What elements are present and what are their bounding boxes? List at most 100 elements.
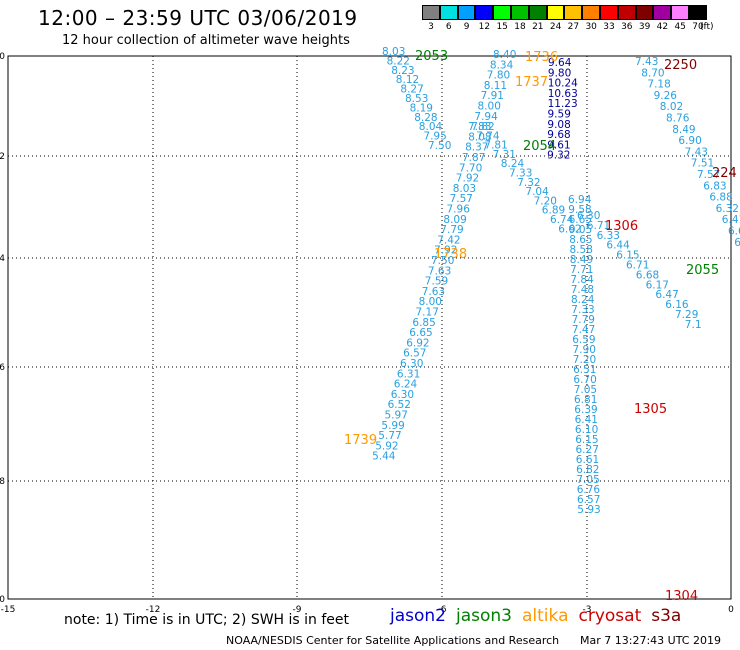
wave-height-value: 7.63 (422, 286, 445, 298)
wave-height-value: 6.74 (550, 214, 574, 226)
wave-height-value: 8.03 (453, 183, 476, 195)
wave-height-value: 8.24 (571, 294, 595, 306)
pass-number-label: 224 (712, 166, 737, 181)
wave-height-value: 6.16 (665, 299, 689, 311)
wave-height-value: 7.32 (517, 177, 540, 189)
wave-height-value: 7.81 (484, 140, 507, 152)
pass-number-label: 1304 (665, 589, 698, 604)
wave-height-value: 7.43 (685, 146, 708, 158)
wave-height-value: 7.33 (509, 168, 532, 180)
wave-height-value: 6.30 (391, 389, 414, 401)
legend-swatch (511, 5, 529, 20)
wave-height-value: 6.90 (678, 135, 701, 147)
wave-height-value: 6.31 (397, 368, 420, 380)
wave-height-value: 7.51 (691, 158, 714, 170)
wave-height-value: 7.63 (428, 265, 451, 277)
wave-height-value: 7.47 (572, 324, 595, 336)
lat-tick-label: -50 (0, 52, 5, 62)
footnote: note: 1) Time is in UTC; 2) SWH is in fe… (64, 612, 350, 628)
legend-swatch (457, 5, 476, 20)
wave-height-value: 9.08 (547, 119, 570, 131)
wave-height-value: 6.41 (575, 414, 598, 426)
wave-height-value: 6.47 (655, 289, 678, 301)
wave-height-value: 7.71 (570, 264, 593, 276)
wave-height-value: 5.44 (372, 451, 396, 463)
wave-height-value: 7.50 (431, 255, 454, 267)
axis-ticks: -15 -12 -9 -6 -3 0 -50 -52 -54 -56 -58 -60 (0, 52, 734, 615)
legend-swatch (546, 5, 565, 20)
wave-height-value: 6.10 (575, 424, 598, 436)
wave-height-value: 7.1 (685, 319, 702, 331)
legend-label: 30 (585, 22, 597, 32)
wave-height-value: 8.28 (414, 112, 437, 124)
wave-height-value: 6.82 (576, 464, 599, 476)
wave-height-value: 6.76 (577, 484, 601, 496)
wave-height-value: 7.87 (462, 152, 485, 164)
wave-height-value: 6.24 (394, 379, 418, 391)
lat-tick-label: -52 (0, 152, 5, 162)
wave-height-value: 9.68 (547, 129, 570, 141)
wave-height-value: 7.20 (573, 354, 596, 366)
wave-height-value: 7.57 (697, 169, 720, 181)
wave-height-value: 6.27 (576, 444, 599, 456)
map-frame (7, 55, 732, 600)
legend-swatch (493, 5, 511, 20)
wave-height-value: 8.58 (570, 244, 593, 256)
wave-height-value: 6.81 (574, 394, 597, 406)
legend-unit: (ft) (700, 22, 714, 32)
wave-height-value: 8.08 (468, 131, 491, 143)
wave-height-value: 10.24 (548, 78, 578, 90)
legend-swatch (653, 5, 672, 20)
wave-height-value: 8.00 (419, 296, 442, 308)
wave-height-value: 8.02 (660, 101, 683, 113)
satellite-key: jason2 jason3 altika cryosat s3a (390, 606, 691, 626)
wave-height-value: 9.80 (548, 67, 571, 79)
wave-height-value: 7.92 (434, 245, 457, 257)
wave-height-value: 8.12 (396, 74, 419, 86)
wave-height-value: 7.20 (534, 195, 557, 207)
wave-height-value: 7.84 (570, 274, 594, 286)
wave-height-value: 7.43 (635, 56, 658, 68)
wave-height-value: 6.68 (636, 269, 659, 281)
wave-height-value: 6.61 (576, 454, 599, 466)
wave-height-value: 8.19 (410, 102, 433, 114)
wave-height-value: 6.94 (568, 194, 592, 206)
wave-height-value: 6.87 (734, 237, 740, 249)
wave-height-value: 7.48 (571, 284, 594, 296)
wave-height-value: 8.22 (387, 55, 410, 67)
legend-swatch (422, 5, 440, 20)
lat-tick-label: -58 (0, 477, 5, 487)
wave-height-value: 6.83 (703, 180, 726, 192)
pass-number-label: 1736 (525, 50, 558, 65)
legend-swatch (528, 5, 547, 20)
legend-label: 3 (428, 22, 434, 32)
legend-swatch (582, 5, 600, 20)
map-grid (7, 55, 732, 600)
wave-height-value: 6.39 (574, 404, 597, 416)
wave-height-value: 7.50 (428, 140, 451, 152)
wave-height-value: 7.59 (425, 276, 448, 288)
pass-number-label: 1737 (515, 75, 548, 90)
wave-height-value: 7.83 (468, 121, 491, 133)
legend-label: 27 (567, 22, 580, 32)
wave-height-value: 8.65 (569, 234, 592, 246)
legend-label: 9 (463, 22, 470, 32)
satellite-key-cryosat: cryosat (578, 606, 642, 626)
wave-height-value: 7.82 (471, 121, 494, 133)
wave-height-value: 8.23 (391, 65, 414, 77)
wave-height-value: 7.17 (416, 307, 439, 319)
wave-height-value: 7.57 (450, 193, 473, 205)
map-title: 12:00 – 23:59 UTC 03/06/2019 (38, 6, 358, 30)
lon-tick-label: -3 (583, 605, 592, 615)
wave-height-value: 7.04 (525, 186, 549, 198)
wave-height-value: 8.04 (419, 121, 443, 133)
wave-height-value: 6.59 (572, 334, 595, 346)
legend-swatch (564, 5, 583, 20)
generation-timestamp: Mar 7 13:27:43 UTC 2019 (580, 634, 721, 647)
legend-swatch (689, 5, 707, 20)
wave-height-value: 7.96 (447, 204, 471, 216)
satellite-key-s3a: s3a (651, 606, 682, 626)
pass-number-label: 1738 (434, 247, 467, 262)
wave-height-value: 9.59 (548, 109, 571, 121)
